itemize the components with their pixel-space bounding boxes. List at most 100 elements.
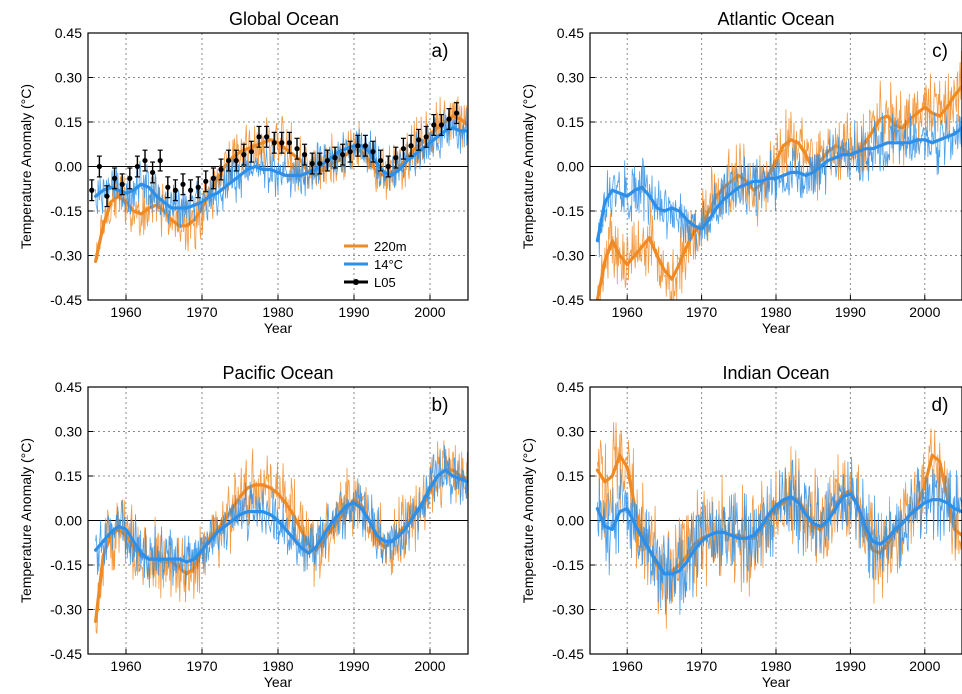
l05-point [400, 146, 406, 152]
series-220m-monthly [597, 422, 962, 629]
y-tick-label: -0.30 [50, 602, 82, 618]
y-axis-label: Temperature Anomaly (°C) [520, 84, 536, 249]
l05-point [119, 181, 125, 187]
y-tick-label: -0.15 [552, 557, 584, 573]
x-tick-label: 1980 [760, 658, 791, 674]
l05-point [355, 143, 361, 149]
x-tick-label: 1960 [110, 304, 141, 320]
y-tick-label: 0.45 [557, 25, 584, 41]
series-220m-smooth [595, 84, 962, 300]
panel-title: Indian Ocean [722, 363, 829, 383]
series-14-c-monthly [597, 457, 962, 615]
panel-letter: a) [432, 41, 449, 62]
y-tick-label: 0.30 [55, 70, 82, 86]
y-tick-label: -0.45 [50, 646, 82, 662]
y-tick-label: 0.45 [55, 25, 82, 41]
l05-point [416, 137, 422, 143]
y-tick-label: 0.15 [55, 468, 82, 484]
x-tick-label: 1990 [835, 658, 866, 674]
l05-point [89, 187, 95, 193]
y-tick-label: 0.30 [557, 424, 584, 440]
panel-letter: c) [932, 41, 948, 62]
y-tick-label: -0.45 [50, 292, 82, 308]
panel-title: Global Ocean [229, 9, 339, 29]
l05-point [271, 140, 277, 146]
l05-point [340, 152, 346, 158]
l05-point [378, 157, 384, 164]
l05-point [324, 157, 330, 164]
x-tick-label: 2000 [909, 304, 940, 320]
y-tick-label: -0.30 [552, 248, 584, 264]
l05-point [309, 160, 315, 167]
series-220m-monthly [597, 50, 962, 300]
legend: 220m 14°C L05 [344, 239, 407, 290]
y-tick-label: 0.15 [55, 114, 82, 130]
legend-marker-l05 [353, 279, 359, 285]
l05-point [157, 157, 163, 164]
y-axis-label: Temperature Anomaly (°C) [18, 84, 34, 249]
x-tick-label: 1980 [262, 658, 293, 674]
panel-atlantic-ocean: 1960 1970 1980 1990 2000 -0.45 -0.30 -0.15 0.00 0… [520, 9, 962, 336]
y-tick-label: 0.00 [55, 159, 82, 175]
y-tick-label: 0.45 [557, 379, 584, 395]
y-tick-label: 0.15 [557, 468, 584, 484]
y-axis-label: Temperature Anomaly (°C) [18, 438, 34, 603]
y-tick-label: -0.15 [50, 557, 82, 573]
l05-point [218, 166, 224, 173]
panel-global-ocean: 1960 1970 1980 1990 2000 -0.45 -0.30 -0.15 0.00 0… [18, 9, 469, 336]
series-14-c-monthly [95, 445, 468, 588]
x-axis-label: Year [264, 320, 293, 336]
x-tick-label: 1970 [686, 304, 717, 320]
l05-point [431, 122, 437, 128]
l05-point [142, 157, 148, 164]
x-tick-label: 1960 [110, 658, 141, 674]
l05-point [385, 163, 391, 170]
l05-point [438, 122, 444, 128]
x-tick-label: 1970 [686, 658, 717, 674]
l05-point [226, 157, 232, 164]
l05-point [248, 149, 254, 155]
l05-point [134, 163, 140, 170]
l05-point [112, 175, 118, 181]
x-tick-label: 1990 [338, 304, 369, 320]
panel-letter: b) [432, 395, 449, 416]
l05-point [446, 116, 452, 122]
y-tick-label: -0.30 [552, 602, 584, 618]
series-14-c-smooth [595, 126, 962, 243]
panel-pacific-ocean: 1960 1970 1980 1990 2000 -0.45 -0.30 -0.15 0.00 0… [18, 363, 469, 690]
l05-point [256, 134, 262, 140]
y-tick-label: -0.30 [50, 248, 82, 264]
l05-point [332, 155, 338, 161]
legend-label-14-c: 14°C [374, 257, 403, 272]
x-tick-label: 2000 [414, 304, 445, 320]
panel-letter: d) [932, 395, 949, 416]
y-tick-label: 0.45 [55, 379, 82, 395]
x-tick-label: 2000 [909, 658, 940, 674]
x-axis-label: Year [762, 674, 791, 690]
x-axis-label: Year [264, 674, 293, 690]
y-tick-label: -0.45 [552, 646, 584, 662]
x-tick-label: 2000 [414, 658, 445, 674]
x-axis-label: Year [762, 320, 791, 336]
l05-point [347, 149, 353, 155]
l05-point [150, 169, 156, 176]
l05-point [370, 149, 376, 155]
l05-point [127, 175, 133, 181]
l05-point [423, 134, 429, 140]
y-tick-label: 0.00 [557, 513, 584, 529]
x-tick-label: 1960 [612, 658, 643, 674]
l05-point [172, 187, 178, 193]
series-14-c-smooth [93, 468, 468, 564]
l05-point [203, 178, 209, 184]
l05-point [408, 143, 414, 149]
l05-point [188, 187, 194, 193]
l05-point [241, 152, 247, 158]
panel-title: Atlantic Ocean [717, 9, 834, 29]
l05-point [210, 175, 216, 181]
y-tick-label: 0.30 [557, 70, 584, 86]
l05-point [104, 193, 110, 199]
x-tick-label: 1970 [186, 658, 217, 674]
l05-point [362, 143, 368, 149]
l05-point [165, 184, 171, 190]
